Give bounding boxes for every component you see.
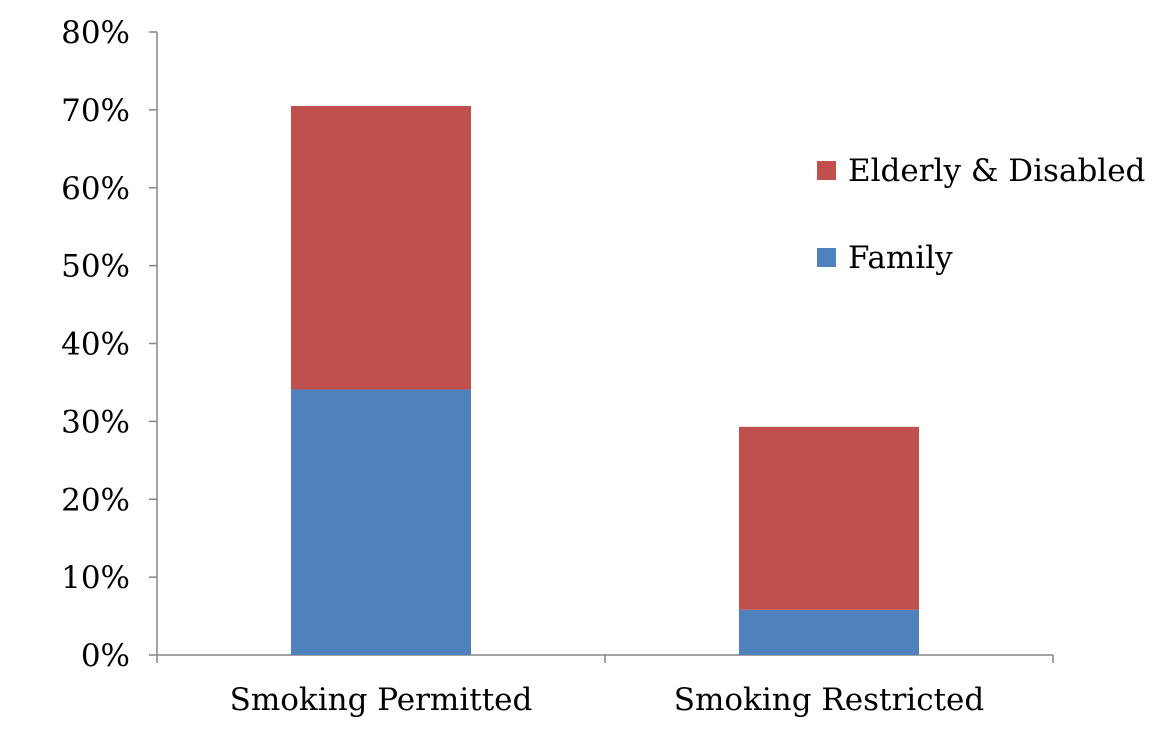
y-tick-label: 0%	[81, 638, 130, 674]
y-tick-label: 30%	[61, 404, 130, 440]
y-tick-label: 80%	[61, 15, 130, 51]
x-axis: Smoking Permitted Smoking Restricted	[156, 654, 1054, 718]
y-tick-label: 50%	[61, 249, 130, 285]
y-axis: 0% 10% 20% 30% 40% 50% 60% 70% 80%	[61, 15, 158, 674]
x-category-label: Smoking Permitted	[230, 682, 533, 718]
legend-swatch	[817, 161, 836, 180]
x-category-label: Smoking Restricted	[674, 682, 984, 718]
y-tick-label: 70%	[61, 93, 130, 129]
legend-label: Family	[848, 240, 953, 276]
y-tick-label: 20%	[61, 482, 130, 518]
bars	[291, 105, 919, 655]
bar-segment-elderly-disabled-1	[739, 426, 919, 610]
legend-label: Elderly & Disabled	[848, 153, 1145, 189]
y-tick-label: 10%	[61, 560, 130, 596]
legend: Elderly & Disabled Family	[817, 153, 1145, 276]
bar-segment-elderly-disabled-0	[291, 105, 471, 390]
y-tick-label: 60%	[61, 171, 130, 207]
y-tick-label: 40%	[61, 327, 130, 363]
bar-segment-family-0	[291, 389, 471, 655]
bar-segment-family-1	[739, 609, 919, 655]
legend-swatch	[817, 248, 836, 267]
